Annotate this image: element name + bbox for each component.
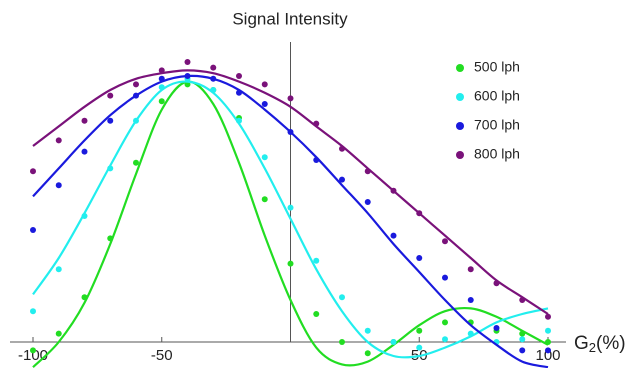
fit-curve (32, 80, 549, 359)
data-point (236, 89, 242, 96)
data-point (442, 238, 448, 245)
x-tick-label: 100 (535, 347, 560, 364)
data-point (158, 98, 165, 105)
x-label-unit: (%) (596, 333, 626, 354)
data-point (313, 257, 320, 264)
data-point (442, 319, 448, 326)
data-point (467, 266, 474, 273)
data-point (133, 117, 139, 124)
data-point (184, 73, 191, 79)
data-point (236, 117, 242, 124)
data-point (158, 67, 165, 74)
data-point (519, 336, 526, 343)
data-point (313, 157, 320, 163)
data-point (287, 260, 294, 267)
data-point (30, 227, 36, 233)
data-point (313, 311, 320, 317)
data-point (158, 75, 165, 82)
data-point (133, 92, 139, 99)
data-point (339, 339, 345, 345)
data-point (107, 92, 114, 99)
data-point (30, 347, 36, 354)
legend-label: 700 lph (474, 117, 520, 133)
data-point (545, 313, 551, 320)
data-point (339, 294, 345, 301)
data-point (55, 266, 62, 273)
data-point (30, 308, 36, 315)
data-point (493, 280, 500, 287)
data-point (81, 213, 88, 219)
data-point (287, 129, 294, 135)
data-point (313, 120, 320, 127)
data-point (133, 81, 139, 88)
data-point (416, 255, 423, 261)
data-point (261, 154, 268, 161)
data-point (107, 235, 114, 242)
data-point (55, 182, 62, 189)
data-point (210, 87, 217, 93)
data-point (81, 117, 88, 124)
legend-label: 800 lph (474, 146, 520, 162)
data-point (390, 187, 397, 194)
data-point (184, 81, 191, 88)
data-point (184, 59, 191, 65)
legend-label: 500 lph (474, 59, 520, 75)
data-point (519, 347, 526, 354)
data-point (287, 204, 294, 211)
data-point (339, 145, 345, 152)
data-point (107, 117, 114, 124)
data-point (158, 84, 165, 91)
legend-marker (456, 122, 464, 130)
data-point (236, 73, 242, 79)
data-point (133, 159, 139, 166)
data-point (81, 294, 88, 301)
data-point (364, 168, 371, 175)
data-point (467, 330, 474, 337)
data-point (442, 274, 448, 281)
data-point (364, 199, 371, 205)
data-point (210, 64, 217, 71)
legend-label: 600 lph (474, 88, 520, 104)
data-point (390, 232, 397, 239)
legend-marker (456, 93, 464, 101)
data-point (364, 327, 371, 334)
data-point (261, 81, 268, 88)
data-point (545, 327, 551, 334)
data-point (467, 297, 474, 303)
data-point (442, 336, 448, 343)
data-point (519, 297, 526, 303)
data-point (390, 339, 397, 345)
data-point (30, 168, 36, 175)
x-axis-label: G2(%) (574, 333, 626, 355)
data-point (55, 330, 62, 337)
x-label-base: G (574, 333, 589, 354)
data-point (107, 165, 114, 172)
fit-curve (32, 80, 549, 368)
fit-curve (32, 69, 549, 315)
legend: 500 lph 600 lph 700 lph 800 lph (456, 59, 520, 162)
legend-marker (456, 151, 464, 159)
data-point (364, 350, 371, 357)
data-point (545, 347, 551, 354)
x-label-sub: 2 (589, 340, 596, 355)
data-point (416, 210, 423, 217)
data-point (339, 176, 345, 183)
data-point (210, 75, 217, 82)
data-point (545, 339, 551, 345)
data-point (493, 325, 500, 331)
x-tick-label: -50 (151, 347, 173, 364)
data-point (287, 95, 294, 102)
data-point (416, 344, 423, 351)
legend-marker (456, 64, 464, 72)
data-point (416, 327, 423, 334)
data-point (55, 137, 62, 144)
data-point (81, 148, 88, 155)
data-point (519, 330, 526, 337)
data-point (261, 196, 268, 203)
data-point (261, 101, 268, 107)
chart-title: Signal Intensity (232, 9, 348, 28)
